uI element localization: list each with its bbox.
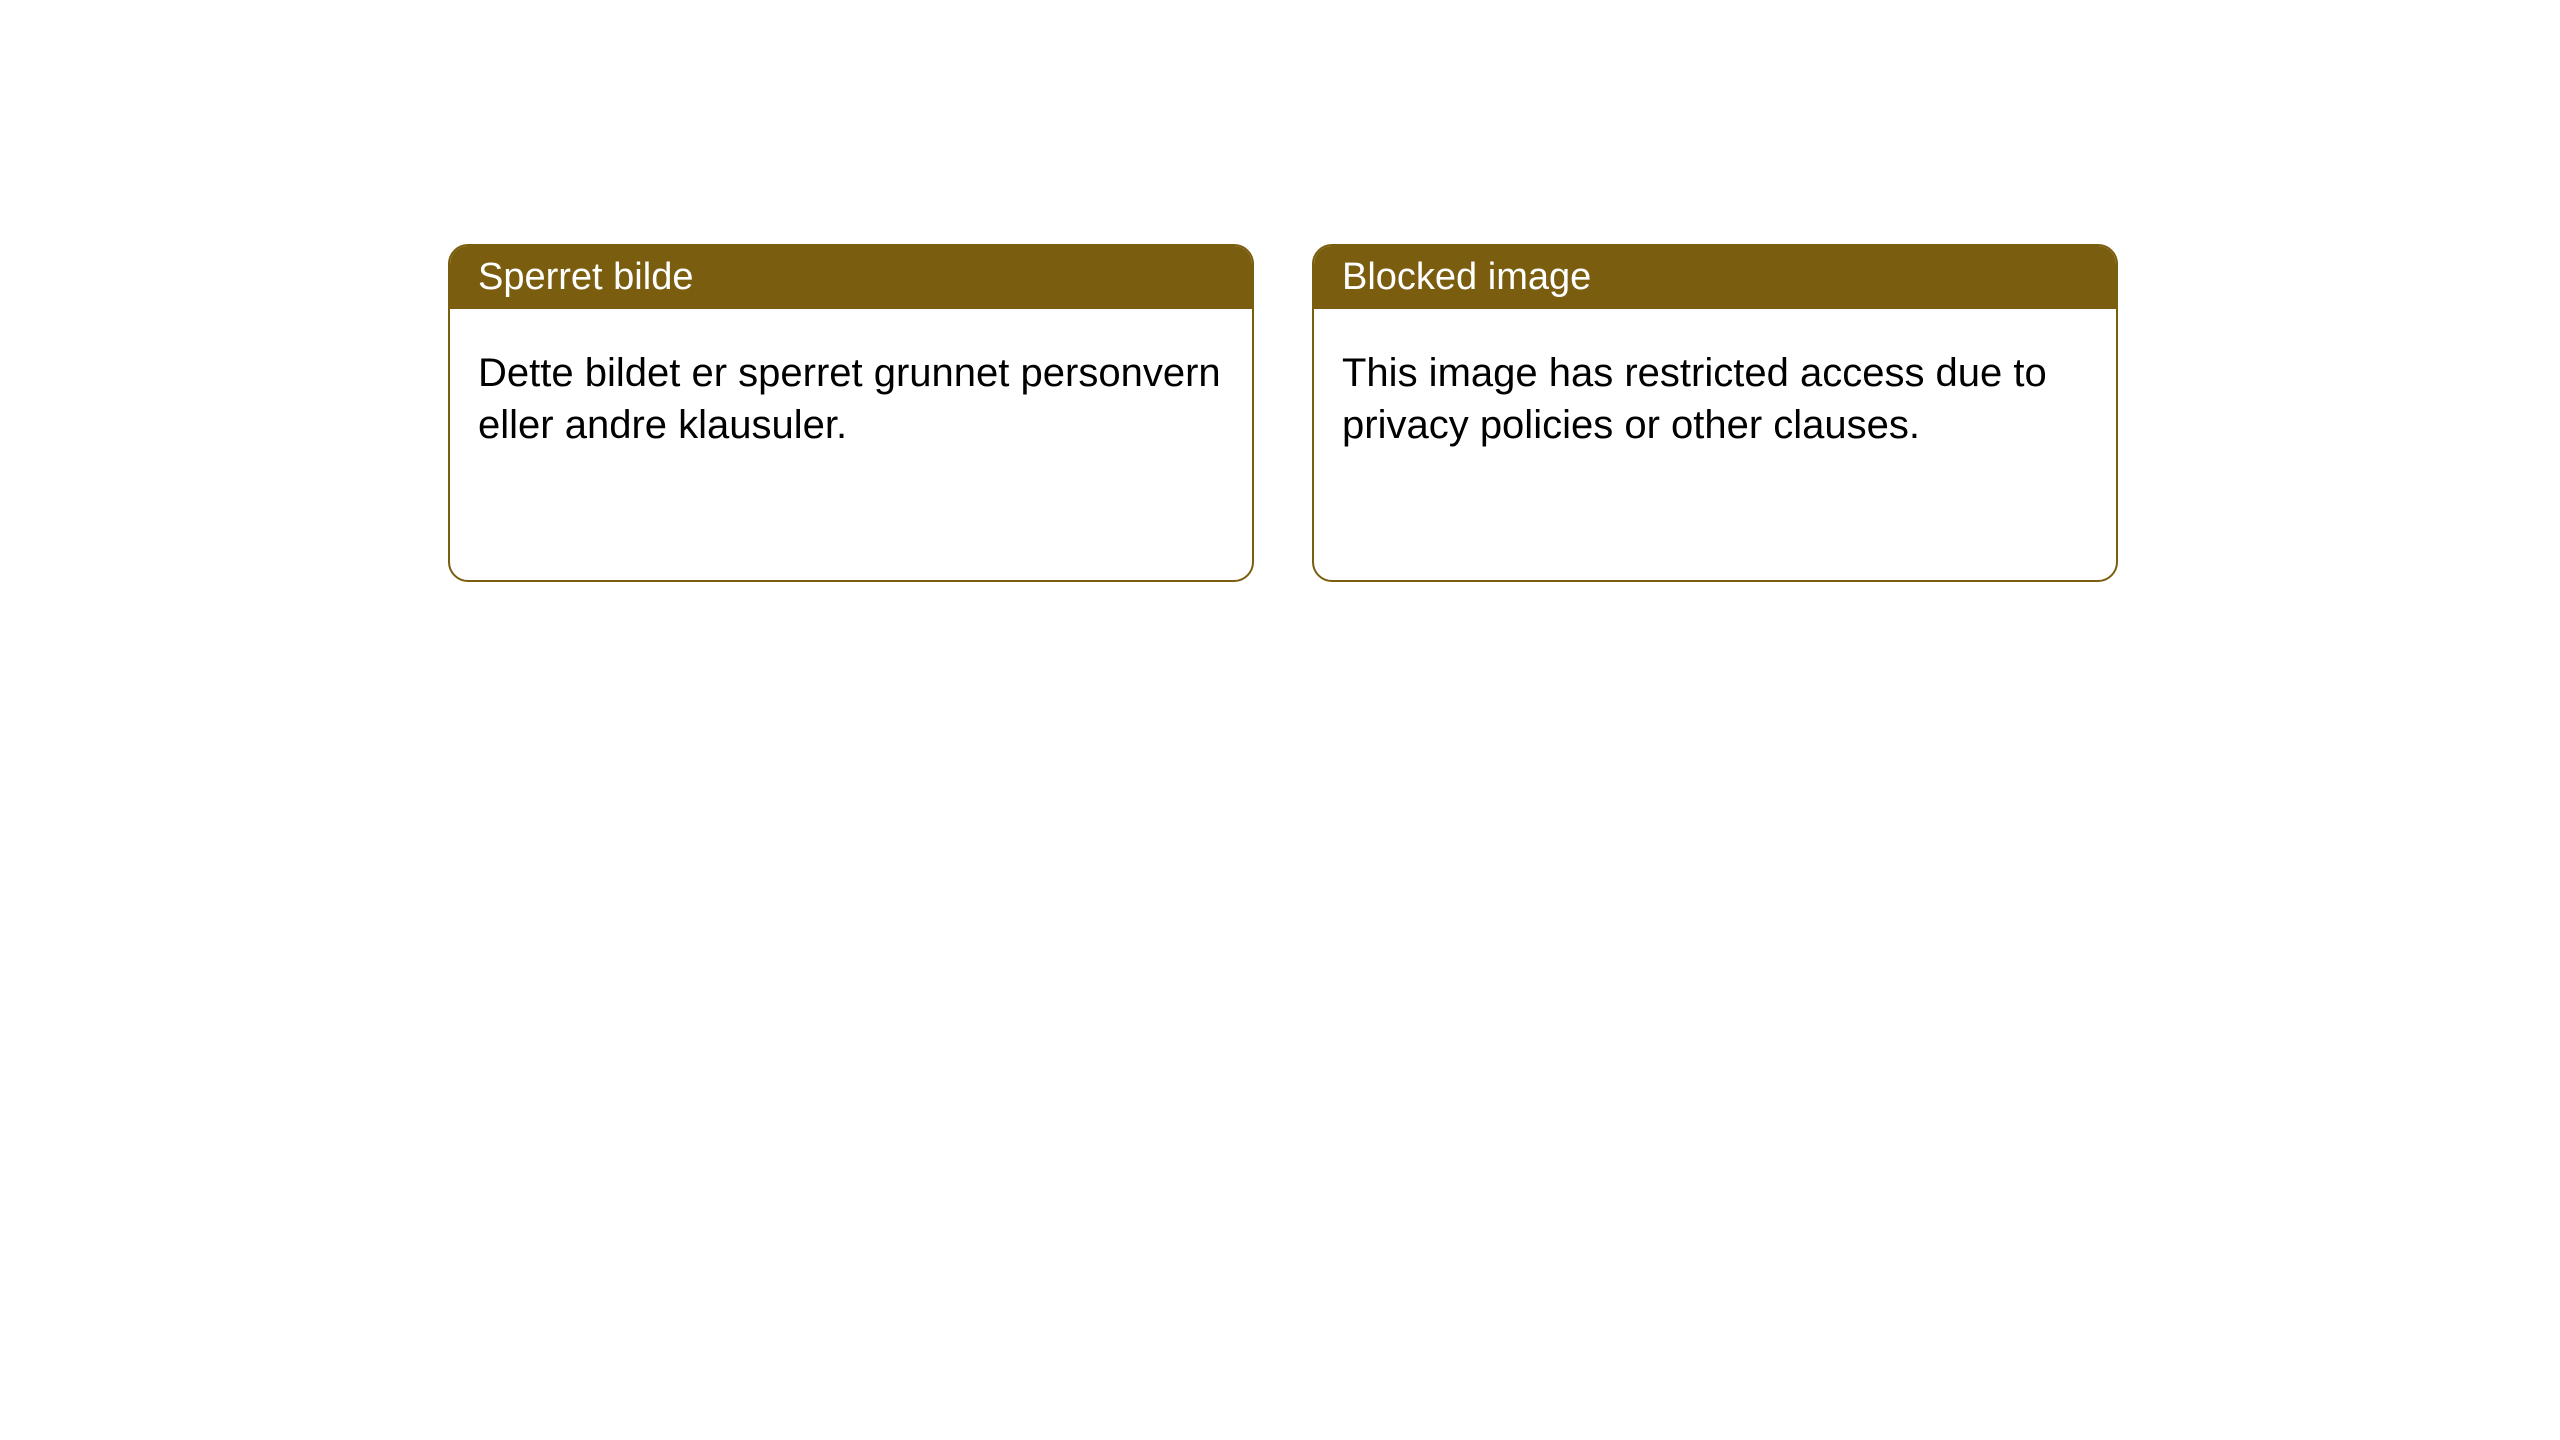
notice-card-english: Blocked image This image has restricted … <box>1312 244 2118 582</box>
card-header: Blocked image <box>1314 246 2116 309</box>
card-title: Sperret bilde <box>478 256 693 298</box>
card-body: Dette bildet er sperret grunnet personve… <box>450 309 1252 489</box>
card-body: This image has restricted access due to … <box>1314 309 2116 489</box>
card-title: Blocked image <box>1342 256 1591 298</box>
notice-container: Sperret bilde Dette bildet er sperret gr… <box>0 0 2560 582</box>
card-body-text: Dette bildet er sperret grunnet personve… <box>478 351 1221 447</box>
card-body-text: This image has restricted access due to … <box>1342 351 2047 447</box>
card-header: Sperret bilde <box>450 246 1252 309</box>
notice-card-norwegian: Sperret bilde Dette bildet er sperret gr… <box>448 244 1254 582</box>
